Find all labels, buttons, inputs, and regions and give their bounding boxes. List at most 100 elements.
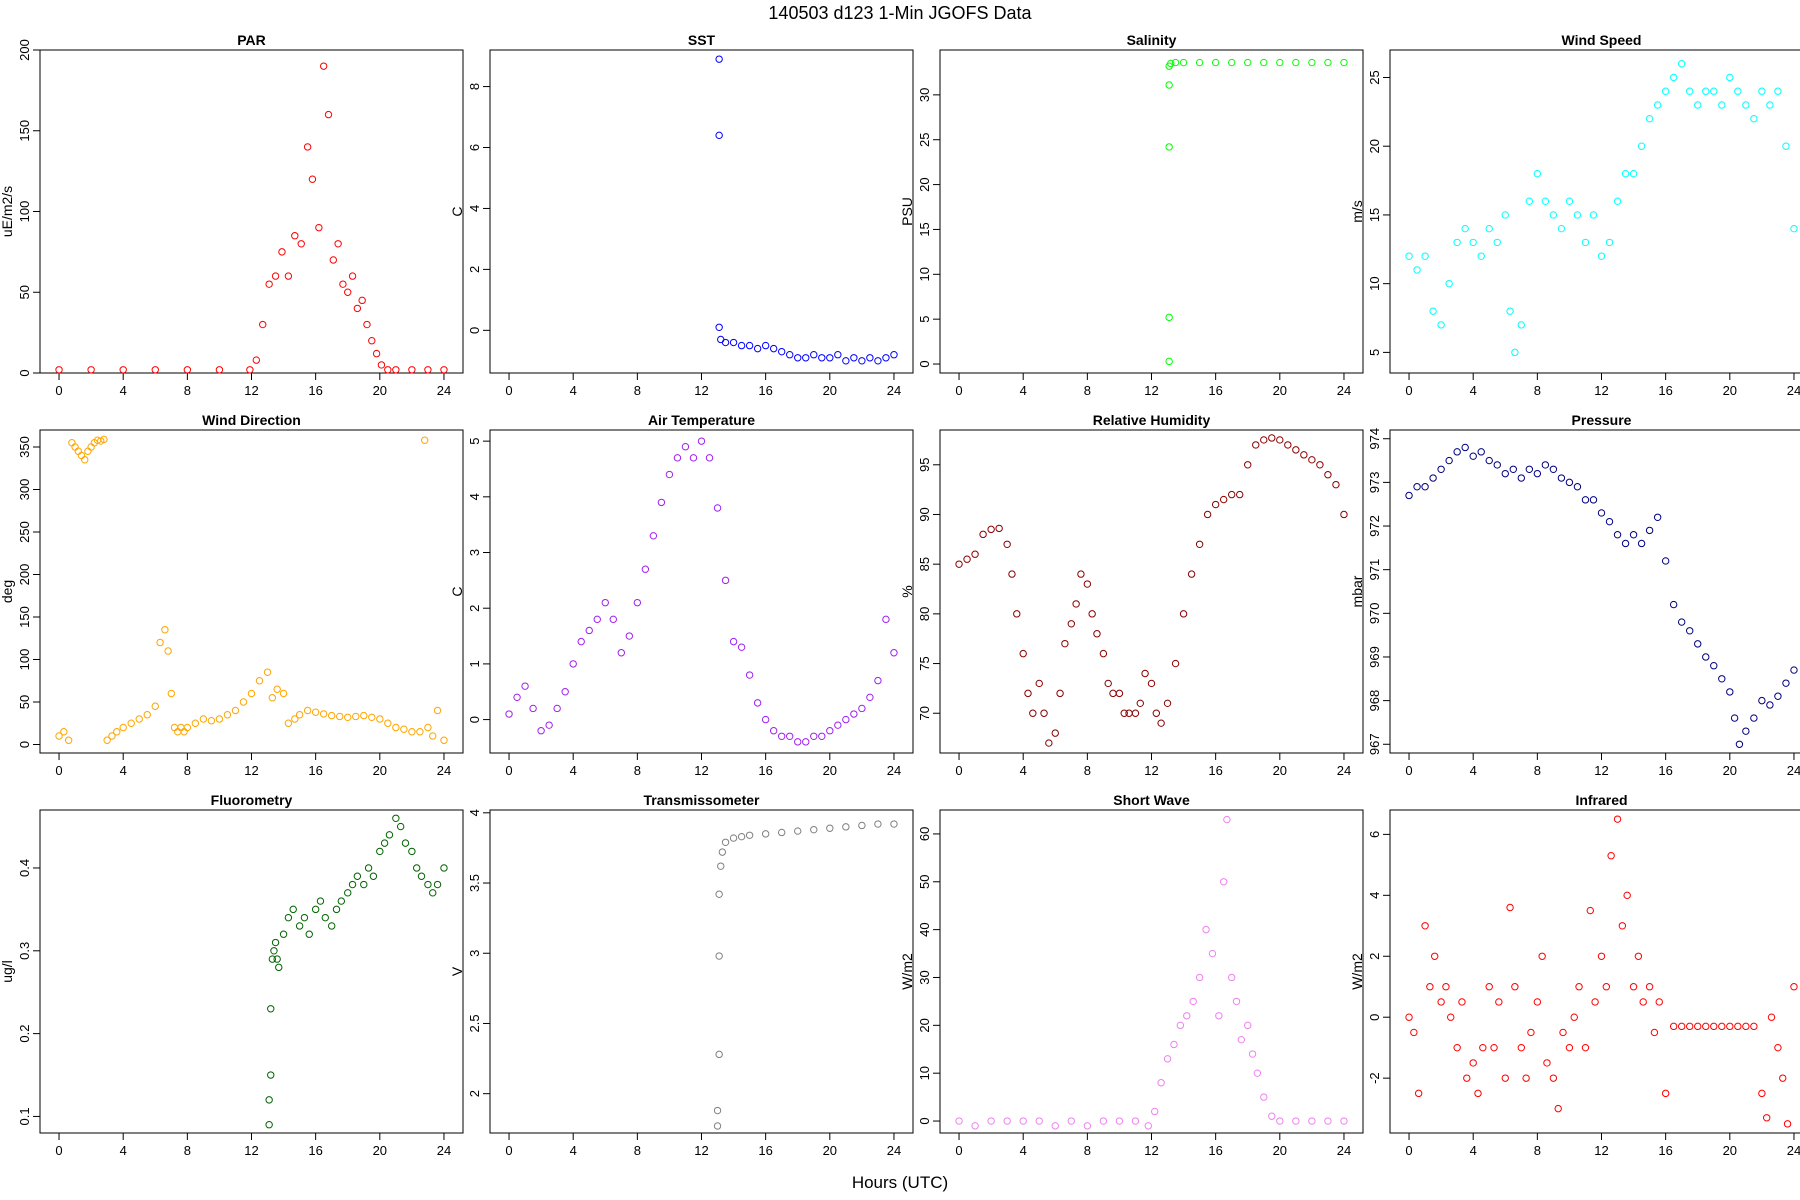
panel-air-temperature-point [633,598,642,607]
panel-wind-speed-point [1653,101,1662,109]
panel-pressure-xtick-label: 12 [1594,763,1608,778]
panel-pressure-point [1742,727,1750,735]
panel-wind-direction-point [151,702,159,710]
panel-air-temperature-point [649,532,658,540]
panel-infrared-point [1623,891,1631,900]
panel-relative-humidity-point [1324,471,1332,479]
panel-salinity-point [1308,58,1316,67]
panel-pressure-point [1565,478,1574,487]
panel-air-temperature-point [681,443,690,451]
panel-wind-speed-xtick-label: 20 [1723,383,1737,398]
panel-fluorometry-point [300,913,309,922]
panel-transmissometer-xtick-label: 24 [887,1143,901,1158]
panel-air-temperature-point [794,738,802,746]
panel-pressure-ytick-label: 973 [1367,472,1382,494]
panel-infrared-point [1533,998,1542,1006]
panel-air-temperature-xtick-label: 8 [634,763,641,778]
panel-relative-humidity-ytick-label: 75 [917,656,932,670]
panel-relative-humidity-ytick-label: 95 [917,458,932,472]
panel-infrared-point [1726,1022,1734,1031]
panel-par-xtick-label: 12 [244,383,258,398]
panel-fluorometry-point [344,889,352,897]
panel-wind-speed-point [1405,252,1413,260]
panel-air-temperature-xtick-label: 0 [505,763,512,778]
panel-relative-humidity-ytick-label: 70 [917,706,932,720]
panel-sst-point [729,338,738,347]
panel-wind-direction-frame [39,429,464,754]
panel-infrared-point [1490,1043,1498,1052]
figure-xlabel: Hours (UTC) [852,1173,948,1192]
panel-sst-point [721,338,730,347]
panel-short-wave-point [1260,1093,1268,1101]
panel-infrared-point [1602,983,1611,991]
panel-air-temperature-point [561,688,569,696]
panel-transmissometer-ytick-label: 4 [467,809,482,816]
panel-sst-ytick-label: 6 [467,144,482,151]
panel-pressure-point [1469,452,1477,460]
panel-air-temperature-xtick-label: 16 [758,763,772,778]
panel-short-wave-point [1163,1055,1172,1063]
panel-salinity-ytick-label: 20 [917,177,932,191]
panel-fluorometry-point [265,1121,273,1129]
panel-pressure-point [1702,653,1710,661]
panel-fluorometry-point [364,864,373,872]
panel-pressure-point [1501,469,1509,478]
panel-infrared-point [1790,983,1798,991]
panel-par-xtick-label: 0 [55,383,62,398]
panel-pressure-xtick-label: 24 [1787,763,1800,778]
panel-pressure-point [1573,483,1582,491]
panel-wind-direction-point [408,728,416,736]
panel-infrared-point [1511,983,1519,991]
panel-transmissometer-point [745,831,754,839]
panel-relative-humidity-point [1083,580,1092,588]
panel-fluorometry-title: Fluorometry [211,792,293,808]
panel-wind-direction-point [303,706,312,715]
panel-short-wave-point [1083,1122,1092,1130]
panel-salinity-ytick-label: 30 [917,88,932,102]
panel-par-point [368,337,376,345]
panel-fluorometry-xtick-label: 4 [120,1143,127,1158]
panel-fluorometry-point [417,872,426,880]
panel-wind-direction-point [207,717,216,725]
panel-pressure-ytick-label: 970 [1367,602,1382,624]
panel-sst-point [786,351,794,359]
panel-wind-direction-point [215,715,224,723]
panel-air-temperature-point [818,732,826,740]
panel-transmissometer-ytick-label: 3.5 [467,874,482,892]
panel-short-wave-point [1324,1117,1332,1125]
panel-sst-point [737,341,746,350]
panel-sst-point [769,344,778,353]
panel-fluorometry-point [305,930,313,938]
panel-par-point [252,356,261,364]
panel-sst-point [810,351,818,359]
panel-pressure-point [1477,448,1485,456]
panel-infrared-xtick-label: 16 [1658,1143,1672,1158]
panel-wind-speed-point [1605,238,1614,247]
panel-short-wave-point [1340,1117,1348,1125]
panel-fluorometry-xtick-label: 20 [373,1143,387,1158]
panel-relative-humidity-point [995,524,1003,533]
panel-par-point [384,366,392,374]
panel-fluorometry-point [424,880,432,889]
panel-wind-direction-point [74,447,82,455]
panel-wind-direction-ytick-label: 350 [17,436,32,458]
panel-relative-humidity-xtick-label: 24 [1337,763,1351,778]
panel-relative-humidity-point [1120,709,1128,717]
panel-relative-humidity-point [1125,709,1133,717]
panel-sst-point [890,351,898,359]
panel-salinity-point [1292,58,1300,67]
panel-par-point [319,62,328,70]
panel-wind-speed-point [1782,142,1790,150]
panel-wind-speed-point [1517,321,1526,329]
figure-title: 140503 d123 1-Min JGOFS Data [768,3,1032,23]
panel-wind-speed-ytick-label: 5 [1367,349,1382,356]
panel-wind-speed-point [1758,87,1766,95]
panel-relative-humidity-point [1035,679,1043,688]
panel-fluorometry-point [284,913,293,922]
panel-sst-point [834,351,842,359]
panel-transmissometer-ytick-label: 3 [467,950,482,957]
panel-transmissometer: Transmissometer V 0 4 8 12 16 20 24 2 2.5 3 3.5 4 [449,792,914,1158]
panel-air-temperature-point [810,732,818,740]
panel-air-temperature-point [753,699,762,707]
